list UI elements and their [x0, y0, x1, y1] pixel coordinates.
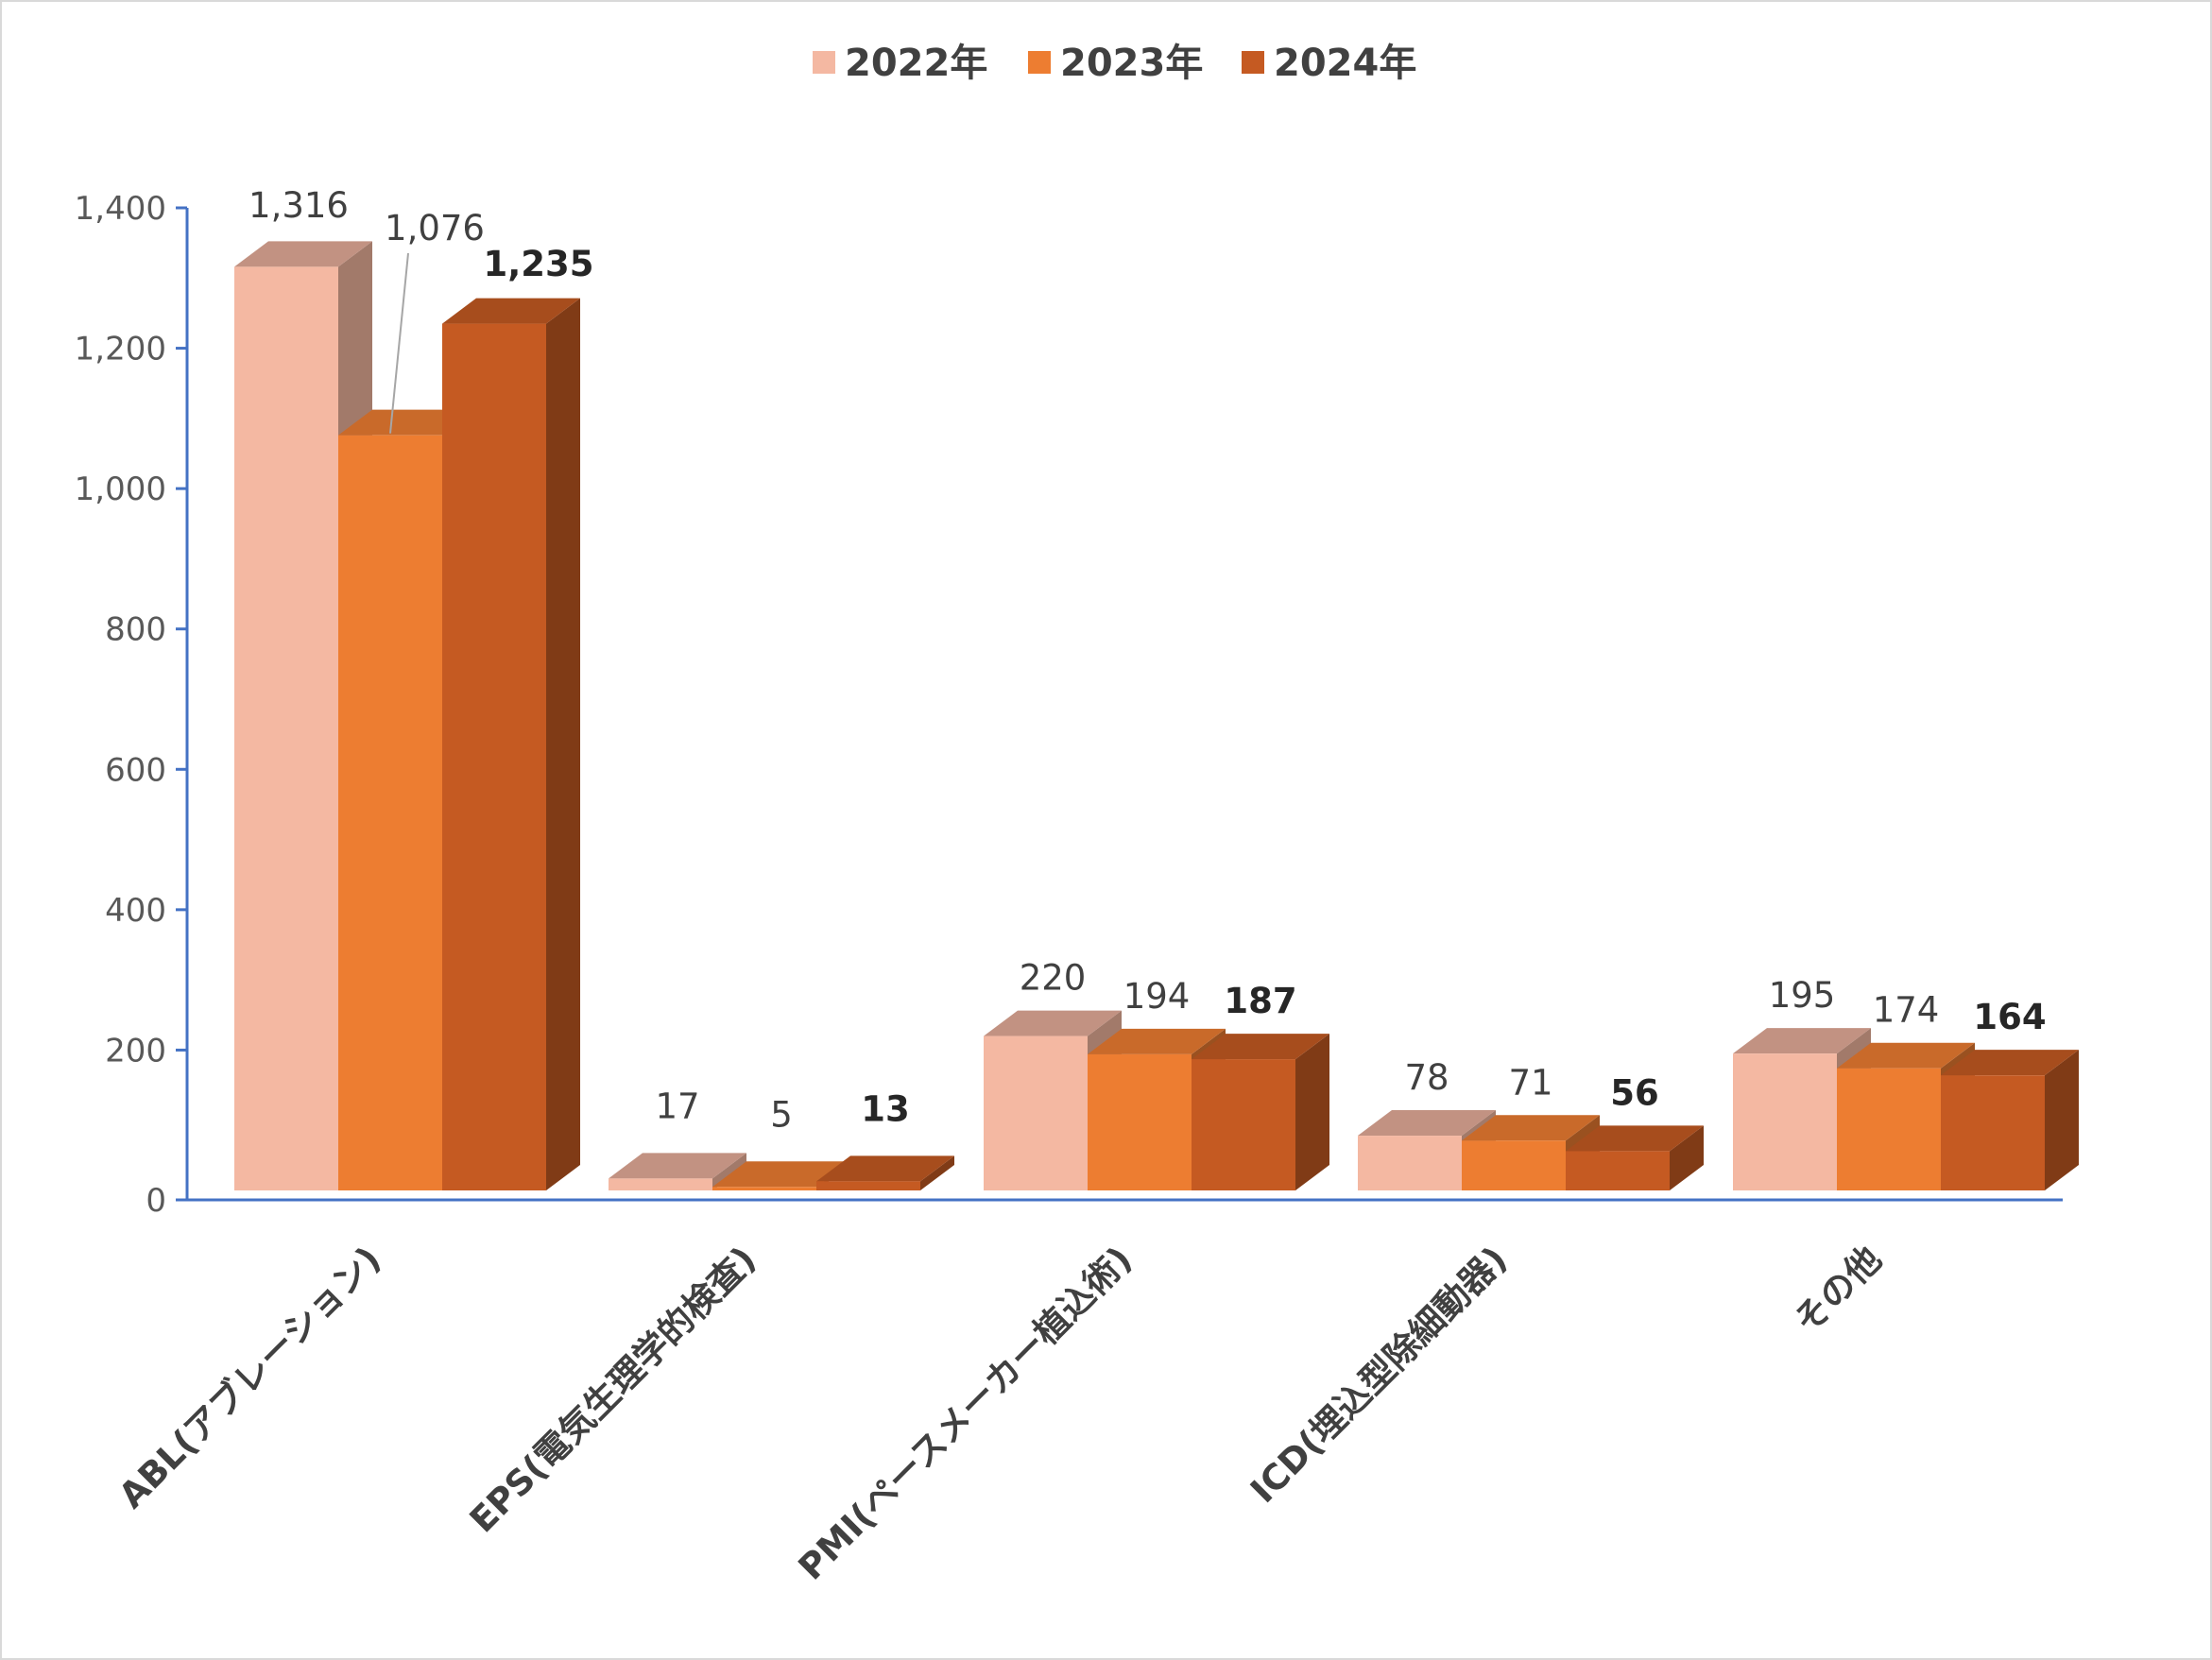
- data-label-0-4: 195: [1769, 975, 1836, 1016]
- bar-2-2: [1192, 1034, 1329, 1190]
- y-tick-label: 0: [146, 1182, 166, 1220]
- legend: 2022年 2023年 2024年: [813, 42, 1416, 85]
- bar-front: [1837, 1068, 1941, 1190]
- bar-2-3: [1566, 1125, 1704, 1190]
- bar-front: [1088, 1053, 1192, 1190]
- y-tick-label: 200: [105, 1032, 166, 1070]
- data-label-0-1: 17: [655, 1086, 699, 1126]
- legend-swatch: [813, 51, 835, 74]
- legend-item-1: 2023年: [1028, 42, 1203, 85]
- bar-top: [609, 1153, 746, 1179]
- data-label-2-3: 56: [1610, 1072, 1659, 1113]
- legend-item-0: 2022年: [813, 42, 987, 85]
- y-tick-label: 1,000: [75, 471, 166, 508]
- bar-top: [712, 1161, 850, 1188]
- data-label-0-3: 78: [1404, 1057, 1449, 1098]
- bar-side: [1295, 1034, 1329, 1190]
- data-label-1-4: 174: [1873, 990, 1940, 1031]
- bar-2-4: [1941, 1050, 2079, 1190]
- bar-top: [1941, 1050, 2079, 1076]
- bar-front: [442, 323, 546, 1191]
- bars-layer: [234, 241, 2079, 1191]
- bar-2-1: [816, 1155, 954, 1190]
- data-label-2-4: 164: [1973, 997, 2046, 1037]
- data-label-1-3: 71: [1508, 1062, 1552, 1103]
- bar-side: [920, 1155, 954, 1190]
- bar-front: [338, 435, 442, 1191]
- bar-front: [1941, 1075, 2045, 1190]
- bar-top: [816, 1155, 954, 1182]
- data-label-2-1: 13: [861, 1088, 910, 1129]
- y-tick-label: 1,200: [75, 331, 166, 368]
- bar-front: [1566, 1151, 1670, 1190]
- bar-top: [1462, 1115, 1600, 1141]
- data-label-2-2: 187: [1224, 981, 1296, 1021]
- bar-front: [1733, 1053, 1837, 1190]
- bar-top: [984, 1010, 1122, 1036]
- bar-top: [1192, 1034, 1329, 1060]
- bar-side: [546, 298, 580, 1191]
- data-label-1-0: 1,076: [385, 208, 485, 248]
- bar-front: [712, 1187, 816, 1190]
- bar-side: [2045, 1050, 2079, 1190]
- bar-front: [1462, 1140, 1566, 1190]
- data-label-2-0: 1,235: [483, 244, 593, 284]
- bar-front: [234, 266, 338, 1190]
- bar-top: [338, 409, 476, 436]
- data-label-1-2: 194: [1123, 976, 1191, 1017]
- legend-label: 2024年: [1274, 42, 1416, 85]
- bar-top: [1837, 1042, 1975, 1069]
- y-tick-label: 600: [105, 751, 166, 789]
- bar-front: [1358, 1136, 1462, 1190]
- data-label-1-1: 5: [770, 1094, 793, 1135]
- bar-top: [1088, 1028, 1226, 1054]
- axes-layer: 0 200 400 600 800 1,000 1,200 1,400: [75, 190, 2063, 1220]
- bar-top: [234, 241, 372, 267]
- legend-label: 2022年: [845, 42, 987, 85]
- bar-front: [609, 1178, 712, 1190]
- bar-front: [984, 1035, 1088, 1190]
- bar-top: [1358, 1110, 1496, 1137]
- y-tick-label: 400: [105, 892, 166, 930]
- bar-2-0: [442, 298, 580, 1191]
- legend-item-2: 2024年: [1242, 42, 1416, 85]
- data-label-0-2: 220: [1020, 958, 1087, 999]
- y-tick-label: 1,400: [75, 190, 166, 228]
- bar-top: [1566, 1125, 1704, 1152]
- bar-front: [1192, 1059, 1295, 1190]
- legend-label: 2023年: [1060, 42, 1203, 85]
- bar-top: [442, 298, 580, 324]
- bar-front: [816, 1181, 920, 1190]
- legend-swatch: [1028, 51, 1051, 74]
- y-tick-label: 800: [105, 611, 166, 649]
- bar-top: [1733, 1028, 1871, 1054]
- bar-side: [1670, 1125, 1704, 1190]
- label-leader-line: [389, 252, 409, 434]
- data-label-0-0: 1,316: [249, 185, 349, 226]
- legend-swatch: [1242, 51, 1264, 74]
